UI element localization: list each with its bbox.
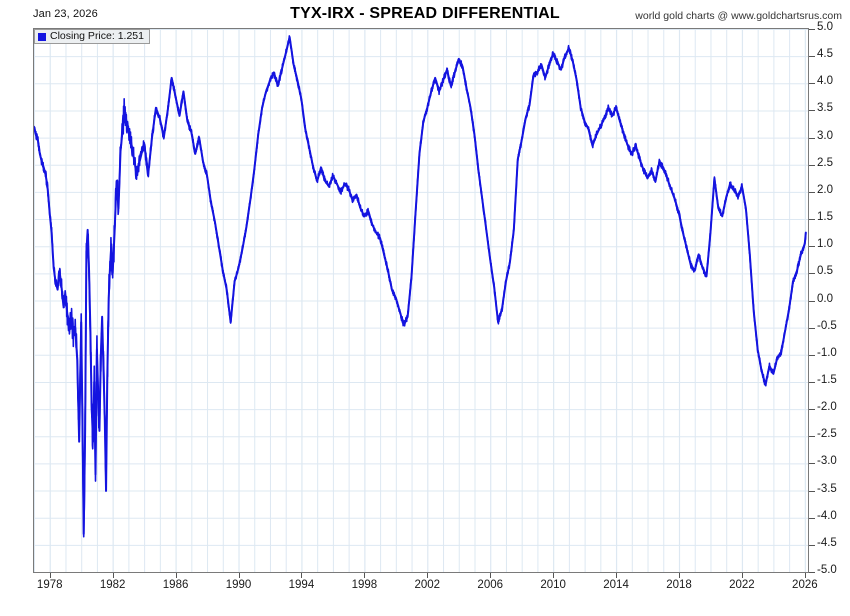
y-axis-tick-label: -3.5 bbox=[817, 482, 837, 495]
y-axis-tick bbox=[809, 327, 815, 329]
x-axis-tick-label: 2006 bbox=[477, 579, 504, 591]
y-axis-tick bbox=[809, 56, 815, 58]
y-axis-tick bbox=[809, 191, 815, 193]
y-axis-tick bbox=[809, 409, 815, 411]
y-axis-tick-label: 3.0 bbox=[817, 129, 833, 142]
x-axis-tick-label: 1998 bbox=[351, 579, 378, 591]
y-axis-tick-label: -4.0 bbox=[817, 509, 837, 522]
y-axis-tick bbox=[809, 463, 815, 465]
y-axis-tick bbox=[809, 110, 815, 112]
y-axis-tick bbox=[809, 354, 815, 356]
x-axis-tick bbox=[364, 573, 366, 578]
x-axis-tick bbox=[490, 573, 492, 578]
x-axis-tick bbox=[804, 573, 806, 578]
x-axis-tick-label: 2022 bbox=[729, 579, 755, 591]
y-axis-tick bbox=[809, 219, 815, 221]
y-axis-tick bbox=[809, 137, 815, 139]
y-axis-tick-label: -5.0 bbox=[817, 564, 837, 576]
attribution-text: world gold charts @ www.goldchartsrus.co… bbox=[635, 10, 842, 22]
x-axis-tick bbox=[553, 573, 555, 578]
x-axis-tick bbox=[427, 573, 429, 578]
y-axis-tick-label: -0.5 bbox=[817, 319, 837, 332]
plot-area bbox=[33, 28, 809, 573]
x-axis-tick bbox=[49, 573, 51, 578]
x-axis-tick bbox=[741, 573, 743, 578]
y-axis-tick-label: -2.0 bbox=[817, 401, 837, 414]
y-axis-tick bbox=[809, 273, 815, 275]
y-axis-tick-label: -1.0 bbox=[817, 346, 837, 359]
y-axis-tick bbox=[809, 436, 815, 438]
y-axis-tick bbox=[809, 83, 815, 85]
chart-date: Jan 23, 2026 bbox=[33, 8, 98, 20]
y-axis-tick bbox=[809, 164, 815, 166]
y-axis-tick-label: 1.0 bbox=[817, 238, 833, 251]
y-axis-tick-label: 4.0 bbox=[817, 75, 833, 88]
x-axis-tick-label: 2014 bbox=[603, 579, 629, 591]
x-axis-tick-label: 2002 bbox=[414, 579, 441, 591]
y-axis-tick-label: 0.5 bbox=[817, 265, 833, 278]
x-axis-tick-label: 2026 bbox=[792, 579, 818, 591]
y-axis-tick-label: -1.5 bbox=[817, 373, 837, 386]
y-axis-tick-label: 2.0 bbox=[817, 183, 833, 196]
y-axis-tick bbox=[809, 300, 815, 302]
legend-label: Closing Price: 1.251 bbox=[50, 30, 144, 43]
x-axis-tick-label: 1990 bbox=[225, 579, 252, 591]
y-axis-tick-label: -3.0 bbox=[817, 455, 837, 468]
y-axis-tick-label: 4.5 bbox=[817, 48, 833, 61]
x-axis-tick bbox=[616, 573, 618, 578]
page-title: TYX-IRX - SPREAD DIFFERENTIAL bbox=[290, 5, 560, 22]
y-axis-tick bbox=[809, 572, 815, 573]
y-axis-tick-label: 2.5 bbox=[817, 156, 833, 169]
series-color-swatch-icon bbox=[38, 32, 46, 41]
x-axis-tick bbox=[112, 573, 114, 578]
y-axis-tick bbox=[809, 246, 815, 248]
y-axis-tick bbox=[809, 29, 815, 30]
y-axis-tick-label: -2.5 bbox=[817, 428, 837, 441]
price-series-line bbox=[34, 35, 807, 538]
legend[interactable]: Closing Price: 1.251 bbox=[34, 29, 150, 44]
y-axis-tick bbox=[809, 517, 815, 519]
y-axis-tick-label: 5.0 bbox=[817, 21, 833, 33]
y-axis-tick bbox=[809, 381, 815, 383]
y-axis-tick bbox=[809, 490, 815, 492]
x-axis-tick-label: 1986 bbox=[162, 579, 189, 591]
x-axis-tick bbox=[175, 573, 177, 578]
y-axis-tick-label: -4.5 bbox=[817, 536, 837, 549]
x-axis-tick-label: 1982 bbox=[99, 579, 126, 591]
x-axis-tick bbox=[238, 573, 240, 578]
grid-lines bbox=[34, 29, 808, 572]
x-axis-tick-label: 2018 bbox=[666, 579, 692, 591]
x-axis-tick-label: 1994 bbox=[288, 579, 315, 591]
y-axis-tick-label: 1.5 bbox=[817, 211, 833, 224]
x-axis-tick-label: 2010 bbox=[540, 579, 566, 591]
y-axis-tick bbox=[809, 544, 815, 546]
x-axis-tick bbox=[679, 573, 680, 578]
x-axis-tick-label: 1978 bbox=[36, 579, 63, 591]
x-axis-tick bbox=[301, 573, 303, 578]
y-axis-tick-label: 3.5 bbox=[817, 102, 833, 115]
y-axis-tick-label: 0.0 bbox=[817, 292, 833, 305]
